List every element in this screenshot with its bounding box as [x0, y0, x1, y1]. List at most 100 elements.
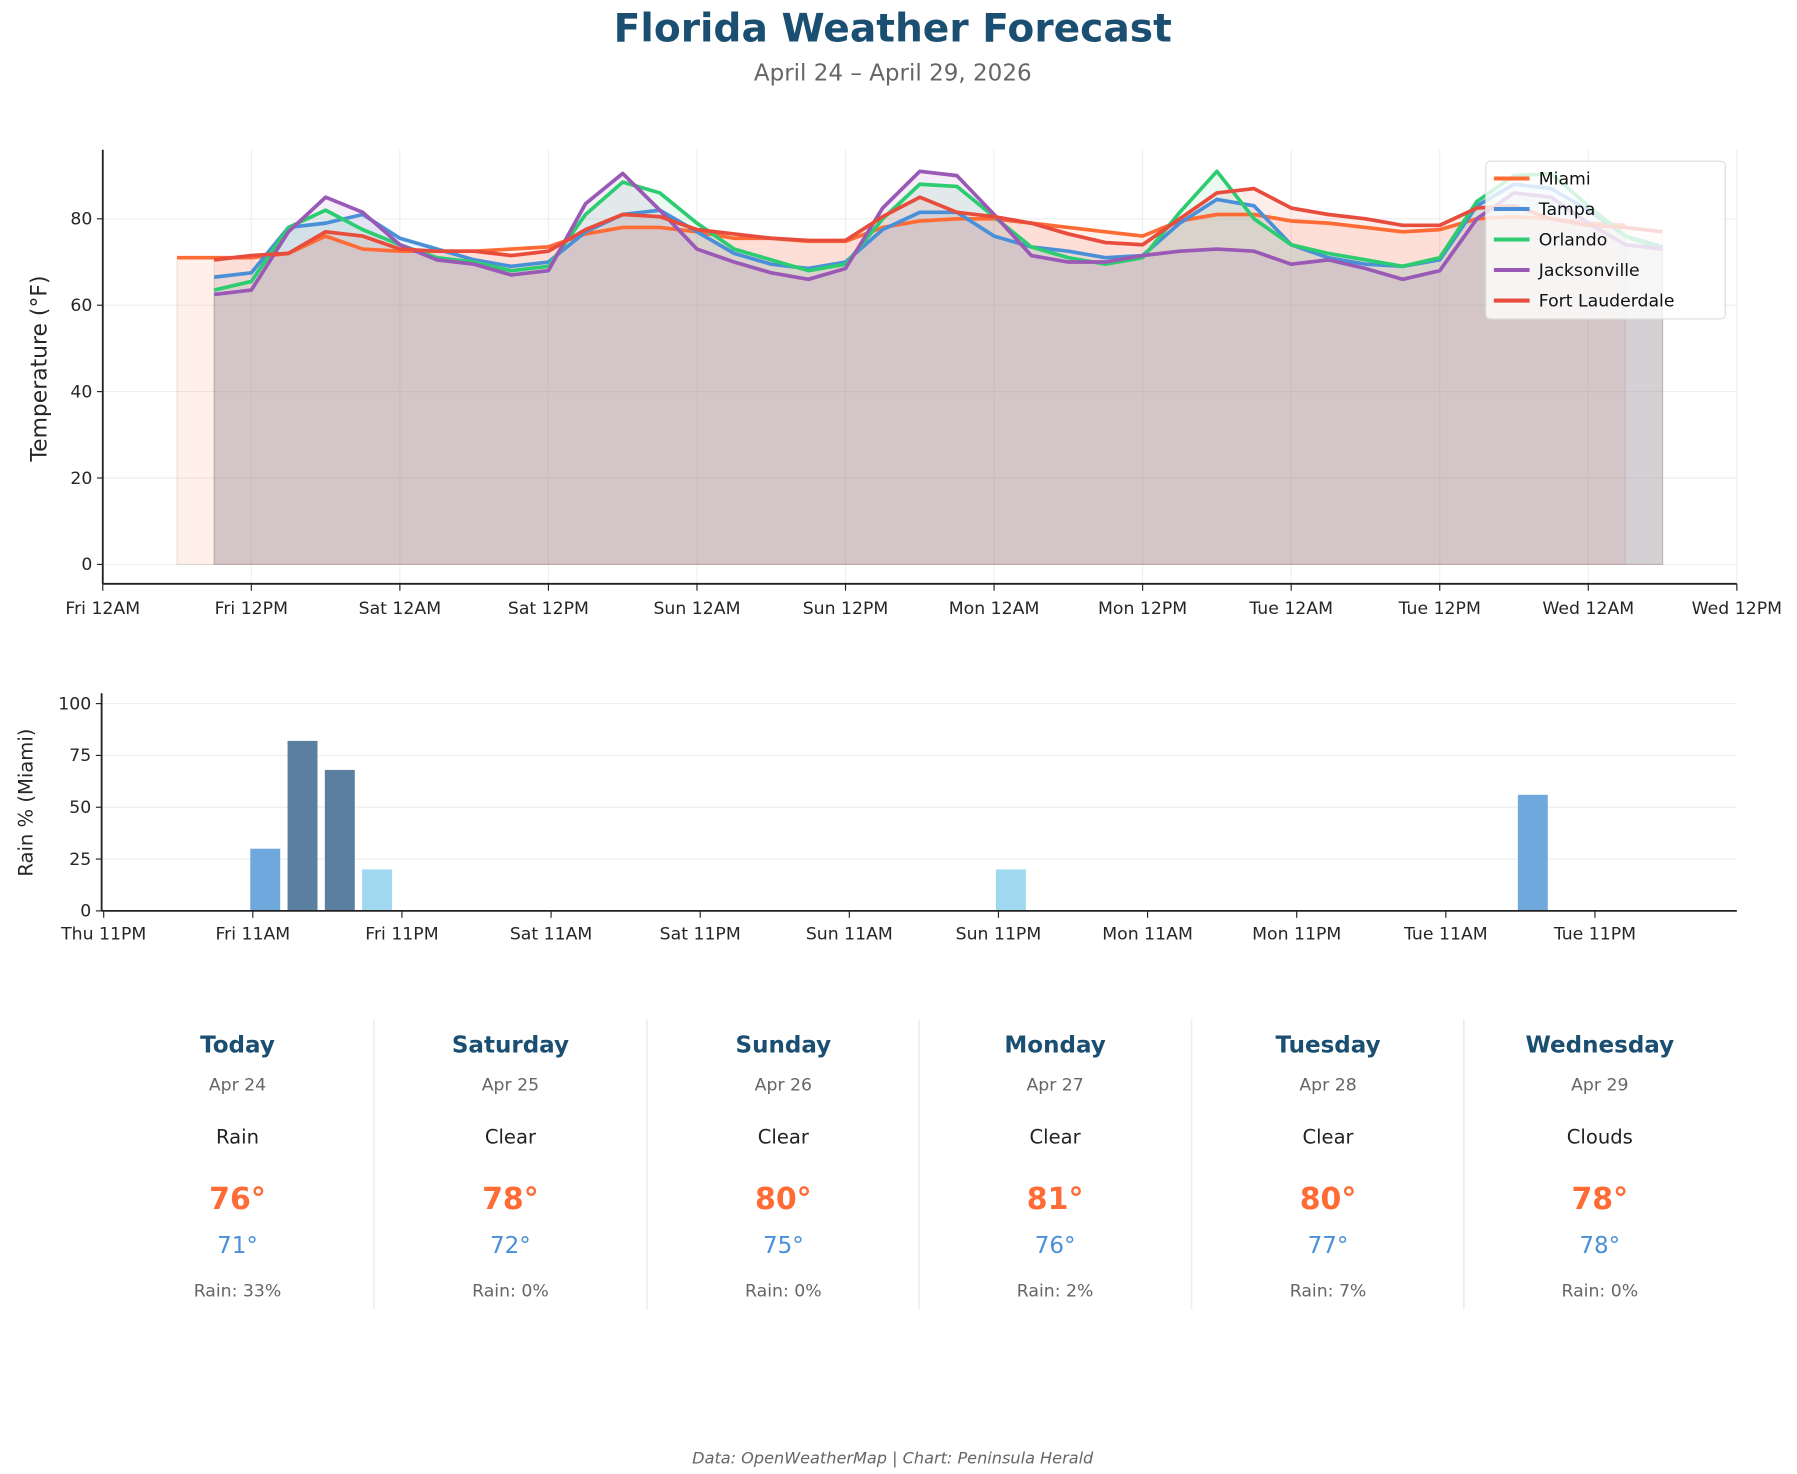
x-tick-label: Thu 11PM — [60, 925, 146, 945]
x-tick-label: Sun 11PM — [956, 925, 1042, 945]
y-tick-label: 75 — [69, 746, 91, 766]
x-tick-label: Sun 12PM — [803, 599, 889, 619]
forecast-rain: Rain: 0% — [745, 1282, 822, 1302]
temperature-chart: 0 20 40 60 80 Fri 12AM Fri 12PM Sat 12AM Sat 12P… — [65, 149, 1782, 619]
forecast-rain: Rain: 33% — [194, 1282, 282, 1302]
x-tick-label: Fri 12PM — [215, 599, 288, 619]
y-tick-label: 0 — [80, 902, 91, 922]
forecast-high: 78° — [482, 1182, 539, 1217]
forecast-condition: Clear — [758, 1126, 810, 1149]
forecast-high: 80° — [755, 1182, 812, 1217]
y-tick-label: 40 — [70, 382, 92, 402]
legend-label: Miami — [1539, 169, 1591, 189]
x-tick-label: Sun 12AM — [653, 599, 740, 619]
forecast-condition: Clear — [1302, 1126, 1354, 1149]
forecast-card: Monday Apr 27 Clear 81° 76° Rain: 2% — [1004, 1033, 1105, 1302]
x-tick-label: Fri 11PM — [365, 925, 438, 945]
x-tick-label: Tue 11PM — [1553, 925, 1636, 945]
forecast-card: Tuesday Apr 28 Clear 80° 77° Rain: 7% — [1275, 1033, 1380, 1302]
forecast-rain: Rain: 0% — [472, 1282, 549, 1302]
x-tick-label: Wed 12PM — [1692, 599, 1782, 619]
footer-credit: Data: OpenWeatherMap | Chart: Peninsula … — [692, 1449, 1094, 1468]
rain-bar — [250, 848, 281, 911]
forecast-rain: Rain: 7% — [1290, 1282, 1367, 1302]
x-tick-label: Sat 11AM — [510, 925, 592, 945]
x-tick-label: Mon 11AM — [1102, 925, 1193, 945]
page-title: Florida Weather Forecast — [614, 6, 1172, 51]
forecast-low: 75° — [763, 1233, 804, 1259]
forecast-date: Apr 25 — [482, 1076, 539, 1096]
rain-y-label: Rain % (Miami) — [15, 729, 38, 877]
x-tick-label: Mon 12PM — [1098, 599, 1187, 619]
y-tick-label: 25 — [69, 850, 91, 870]
forecast-low: 77° — [1308, 1233, 1349, 1259]
forecast-card: Saturday Apr 25 Clear 78° 72° Rain: 0% — [452, 1033, 569, 1302]
x-tick-label: Fri 12AM — [65, 599, 140, 619]
forecast-low: 76° — [1035, 1233, 1076, 1259]
x-tick-label: Wed 12AM — [1542, 599, 1634, 619]
page-subtitle: April 24 – April 29, 2026 — [754, 61, 1032, 87]
x-tick-label: Sun 11AM — [806, 925, 893, 945]
forecast-card: Wednesday Apr 29 Clouds 78° 78° Rain: 0% — [1525, 1033, 1674, 1302]
forecast-date: Apr 28 — [1299, 1076, 1356, 1096]
forecast-condition: Clear — [1030, 1126, 1082, 1149]
forecast-high: 78° — [1571, 1182, 1628, 1217]
forecast-date: Apr 26 — [755, 1076, 812, 1096]
forecast-high: 76° — [209, 1182, 266, 1217]
forecast-card: Today Apr 24 Rain 76° 71° Rain: 33% — [194, 1033, 282, 1302]
forecast-date: Apr 27 — [1026, 1076, 1083, 1096]
forecast-day: Wednesday — [1525, 1033, 1674, 1059]
x-tick-label: Sat 12AM — [359, 599, 441, 619]
forecast-day: Today — [200, 1033, 275, 1059]
forecast-condition: Clouds — [1567, 1126, 1633, 1149]
series-line-orlando — [213, 169, 1664, 292]
x-tick-label: Tue 12PM — [1398, 599, 1481, 619]
legend-box — [1485, 160, 1726, 320]
series-line-jacksonville — [213, 169, 1663, 297]
legend-label: Tampa — [1538, 200, 1596, 220]
x-tick-label: Tue 11AM — [1403, 925, 1488, 945]
forecast-day: Sunday — [736, 1033, 832, 1059]
rain-bar — [1517, 794, 1548, 911]
legend-label: Orlando — [1539, 230, 1608, 250]
forecast-high: 80° — [1300, 1182, 1357, 1217]
forecast-condition: Clear — [485, 1126, 537, 1149]
area-fill-fort-lauderdale — [213, 187, 1664, 565]
forecast-condition: Rain — [216, 1126, 259, 1149]
rain-bar — [995, 869, 1026, 911]
rain-bar — [287, 740, 318, 911]
y-tick-label: 50 — [69, 798, 91, 818]
x-tick-label: Fri 11AM — [215, 925, 290, 945]
x-tick-label: Mon 12AM — [949, 599, 1040, 619]
y-tick-label: 0 — [81, 555, 92, 575]
forecast-date: Apr 29 — [1571, 1076, 1628, 1096]
x-tick-label: Tue 12AM — [1248, 599, 1333, 619]
daily-forecast: Today Apr 24 Rain 76° 71° Rain: 33% Saturday Ap… — [194, 1019, 1674, 1310]
y-tick-label: 20 — [70, 469, 92, 489]
forecast-date: Apr 24 — [209, 1076, 266, 1096]
x-tick-label: Sat 11PM — [660, 925, 741, 945]
y-tick-label: 80 — [70, 210, 92, 230]
temperature-y-label: Temperature (°F) — [27, 276, 52, 463]
forecast-low: 78° — [1579, 1233, 1620, 1259]
y-tick-label: 100 — [58, 694, 91, 714]
forecast-day: Tuesday — [1275, 1033, 1380, 1059]
forecast-low: 72° — [490, 1233, 531, 1259]
forecast-high: 81° — [1027, 1182, 1084, 1217]
y-tick-label: 60 — [70, 296, 92, 316]
forecast-rain: Rain: 0% — [1561, 1282, 1638, 1302]
x-tick-label: Mon 11PM — [1252, 925, 1341, 945]
legend-label: Fort Lauderdale — [1539, 291, 1675, 311]
forecast-day: Monday — [1004, 1033, 1105, 1059]
series-line-fort-lauderdale — [213, 186, 1663, 262]
x-tick-label: Sat 12PM — [508, 599, 589, 619]
legend-label: Jacksonville — [1538, 261, 1640, 281]
forecast-card: Sunday Apr 26 Clear 80° 75° Rain: 0% — [736, 1033, 832, 1302]
rain-bar — [324, 769, 355, 911]
rain-chart: 0 25 50 75 100 Thu 11PM Fri 11AM Fri 11PM Sat 11… — [58, 693, 1737, 945]
legend: Miami Tampa Orlando Jacksonville Fort Lauder… — [1485, 160, 1726, 320]
forecast-rain: Rain: 2% — [1017, 1282, 1094, 1302]
forecast-day: Saturday — [452, 1033, 569, 1059]
forecast-low: 71° — [217, 1233, 258, 1259]
